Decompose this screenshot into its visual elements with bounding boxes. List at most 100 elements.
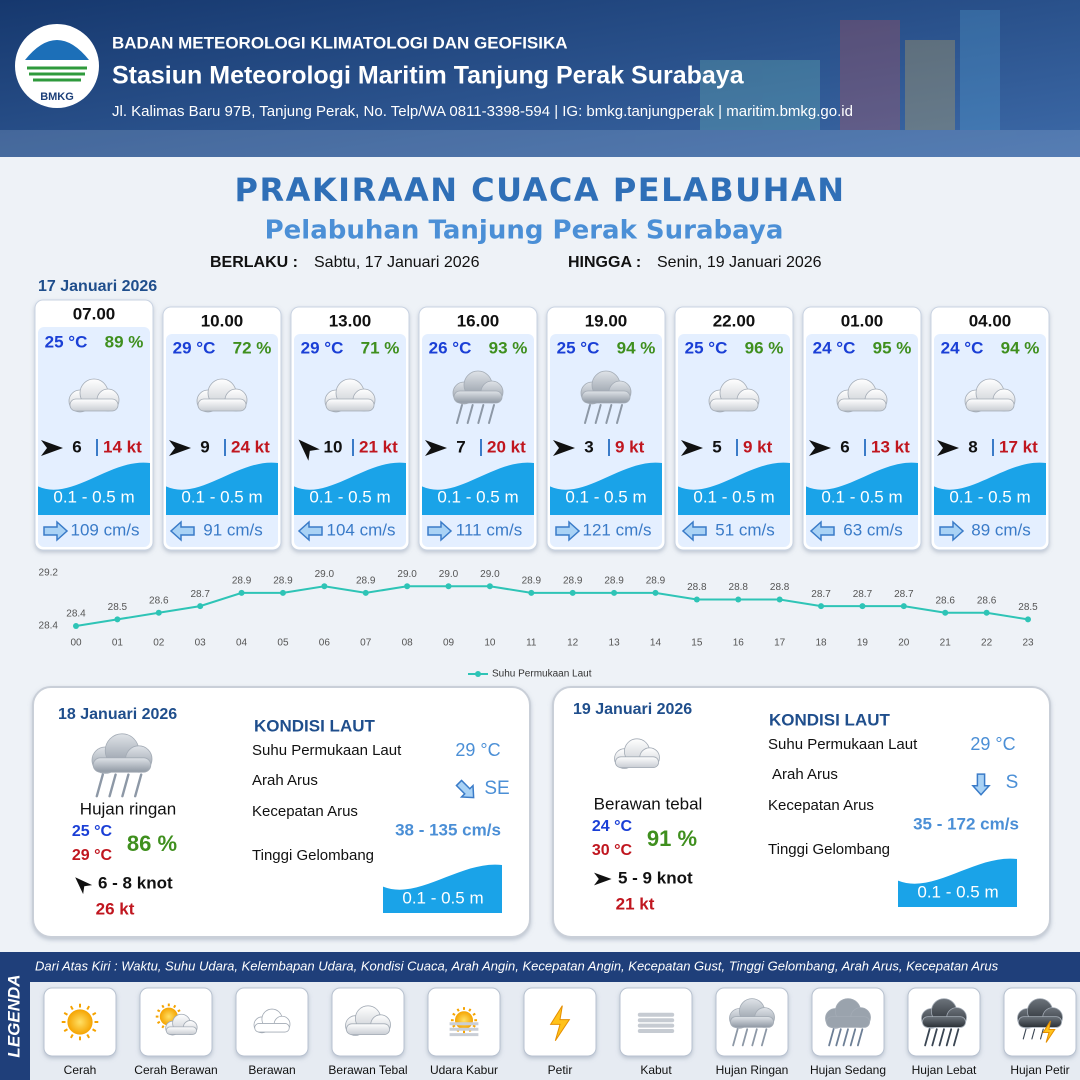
gust: 9 kt [615,437,645,456]
legend-icon [345,1005,391,1036]
cloud [324,378,376,413]
air-temp: 24 °C [813,338,856,357]
rain-drop [1022,1028,1027,1040]
temp-max: 30 °C [592,842,633,859]
weather-icon [964,378,1016,413]
day-date: 18 Januari 2026 [58,706,177,723]
wind-arrow [169,440,191,456]
wave-band [934,462,1046,515]
gust: 21 kt [359,437,398,456]
sst-line [75,585,1029,627]
sst-point [404,583,411,590]
sst-point [942,609,949,616]
value-label: 28.7 [811,589,831,600]
header-background [0,0,1080,157]
rain-drop [594,404,602,424]
sea-label: Arah Arus [772,766,838,783]
sun-ray [156,1020,161,1024]
air-temp: 29 °C [173,338,216,357]
legend-item: Cerah [64,1063,97,1077]
x-tick-label: 17 [774,638,786,649]
value-label: 28.7 [853,589,873,600]
air-temp: 25 °C [45,332,88,351]
wind-speed: 9 [200,437,209,456]
rain-drop [477,404,485,424]
cloud [165,1013,198,1036]
cloud-base [325,398,375,412]
current-speed: 89 cm/s [971,520,1031,539]
logo-mark [25,40,89,60]
legend-entry: Suhu Permukaan Laut [492,669,592,680]
x-tick-label: 03 [195,638,207,649]
sea-label: Tinggi Gelombang [768,841,890,858]
x-tick-label: 20 [898,638,910,649]
sun-ray [161,1025,165,1029]
cloud-base [453,390,503,404]
cloud-base [965,398,1015,412]
wave-height: 0.1 - 0.5 m [821,487,902,506]
cloud-base [197,398,247,412]
rain-drop [488,404,495,424]
lightning [1042,1020,1056,1043]
weather-icon [580,370,632,424]
cloud [196,378,248,413]
sst-point [114,616,121,623]
day1-date: 17 Januari 2026 [38,278,157,295]
wind-arrow [41,440,63,456]
validity-to-label: HINGGA : [568,254,641,271]
legend-item: Hujan Ringan [716,1063,789,1077]
current-speed: 91 cm/s [203,520,263,539]
sun-ray [69,1005,74,1010]
org-name: BADAN METEOROLOGI KLIMATOLOGI DAN GEOFIS… [112,33,568,52]
legend-item: Petir [548,1063,573,1077]
wave-height: 0.1 - 0.5 m [181,487,262,506]
logo [15,24,99,108]
cloud-base [69,398,119,412]
rain-drop [108,773,117,798]
legend-icon [155,1003,198,1036]
wave-box [898,858,1017,907]
legend-icon [61,1003,99,1041]
humidity: 86 % [127,831,177,856]
time: 13.00 [329,311,372,330]
sun-ray [452,1024,456,1028]
value-label: 29.0 [439,569,459,580]
legend-icon [449,1007,479,1037]
sun-ray [472,1024,476,1028]
sst-point [900,603,907,610]
legend-marker [475,671,481,677]
time: 16.00 [457,311,500,330]
lightning [549,1005,571,1041]
sst-value: 29 °C [970,734,1015,754]
sea-heading: KONDISI LAUT [254,716,376,735]
legend-icon [729,998,775,1047]
legend-item: Hujan Sedang [810,1063,886,1077]
rain-drop [1031,1028,1036,1040]
wind-arrow [809,440,831,456]
humidity: 71 % [361,338,400,357]
cloud [1017,998,1063,1029]
sst-point [279,589,286,596]
cloud [825,998,871,1029]
wave-band [294,462,406,515]
cloud [452,370,504,405]
rain-drop [121,773,130,798]
rain-drop [857,1028,864,1047]
sun-ray [63,1028,68,1033]
air-temp: 25 °C [685,338,728,357]
current-arrow [939,520,965,542]
value-label: 28.8 [770,582,790,593]
x-tick-label: 09 [443,638,455,649]
value-label: 28.9 [563,576,583,587]
x-tick-label: 05 [277,638,289,649]
sst-point [859,603,866,610]
x-tick-label: 23 [1022,638,1034,649]
x-tick-label: 04 [236,638,248,649]
cloud [345,1005,391,1036]
gust: 9 kt [743,437,773,456]
current-arrow [809,520,835,542]
humidity: 89 % [105,332,144,351]
temp-min: 25 °C [72,823,113,840]
value-label: 28.7 [894,589,914,600]
sun-ray [177,1009,181,1013]
